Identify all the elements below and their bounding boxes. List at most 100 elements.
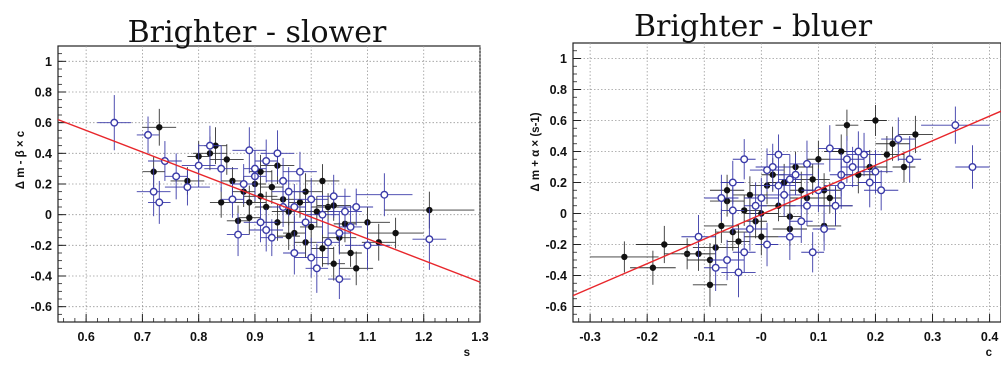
data-point-open — [785, 232, 794, 241]
data-point-open — [951, 121, 960, 130]
chart-brighter-slower: 0.6 0.7 0.8 0.9 1 1.1 1.2 1.3 -0.6 -0.4 -0.2 0 0.2 0.… — [15, 15, 489, 359]
data-point-open — [711, 263, 720, 272]
data-point-open — [871, 167, 880, 176]
data-point-open — [740, 248, 749, 257]
data-point-open — [774, 181, 783, 190]
data-point-open — [380, 190, 389, 199]
data-point-open — [802, 201, 811, 210]
data-point-open — [110, 118, 119, 127]
fit-line — [573, 110, 1001, 297]
data-point-open — [205, 141, 214, 150]
data-point-open — [717, 193, 726, 202]
y-tick-label: 1 — [560, 52, 567, 66]
x-tick-label: 0.1 — [810, 330, 827, 344]
y-tick-label: 0.2 — [550, 176, 567, 190]
x-tick-label: -0.1 — [693, 330, 715, 344]
data-point-open — [728, 206, 737, 215]
data-point-open — [144, 130, 153, 139]
data-point-filled — [319, 177, 326, 185]
x-tick-label: 0.4 — [981, 330, 998, 344]
x-tick-label: 1.3 — [471, 330, 488, 344]
x-tick-label: 0.6 — [77, 330, 94, 344]
data-point-open — [262, 225, 271, 234]
data-point-open — [352, 202, 361, 211]
y-tick-label: 0.2 — [35, 178, 52, 192]
data-point-open — [290, 248, 299, 257]
data-point-open — [256, 218, 265, 227]
chart-brighter-bluer: -0.3 -0.2 -0.1 -0 0.1 0.2 0.3 0.4 -0.6 -0.4 -0.2 0 0… — [530, 9, 1001, 359]
data-point-open — [194, 161, 203, 170]
data-point-open — [774, 150, 783, 159]
data-point-open — [751, 201, 760, 210]
data-point-open — [842, 155, 851, 164]
data-point-open — [723, 256, 732, 265]
data-point-open — [340, 207, 349, 216]
data-point-open — [797, 217, 806, 226]
data-point-open — [172, 172, 181, 181]
data-point-open — [284, 187, 293, 196]
data-point-open — [745, 224, 754, 233]
data-point-open — [307, 253, 316, 262]
data-point-filled — [347, 249, 354, 257]
data-point-open — [312, 264, 321, 273]
data-point-filled — [723, 187, 731, 194]
y-tick-label: 0 — [45, 208, 52, 222]
data-point-open — [837, 181, 846, 190]
data-point-filled — [353, 265, 360, 272]
x-tick-label: 1.2 — [415, 330, 432, 344]
x-tick-label: 0.9 — [246, 330, 263, 344]
data-point-filled — [809, 176, 816, 183]
data-point-filled — [392, 229, 399, 237]
data-point-open — [825, 144, 834, 153]
data-point-filled — [706, 281, 714, 288]
data-point-open — [346, 222, 355, 231]
x-tick-label: -0 — [756, 330, 767, 344]
y-tick-label: 0.4 — [550, 145, 567, 159]
y-tick-label: 0.6 — [35, 116, 52, 130]
data-point-open — [267, 233, 276, 242]
data-point-filled — [900, 163, 908, 171]
data-point-filled — [838, 148, 845, 155]
data-point-filled — [815, 156, 822, 163]
y-tick-label: 0.4 — [35, 147, 52, 161]
y-tick-label: 0 — [560, 207, 567, 221]
data-point-filled — [883, 151, 891, 158]
data-point-open — [262, 156, 271, 165]
chart-title: Brighter - bluer — [634, 9, 873, 44]
data-point-open — [149, 187, 158, 196]
x-tick-label: -0.2 — [636, 330, 658, 344]
data-point-open — [335, 229, 344, 238]
data-point-filled — [912, 131, 919, 138]
data-point-open — [155, 198, 164, 207]
data-point-open — [848, 162, 857, 171]
y-tick-label: -0.6 — [30, 300, 52, 314]
open-marker-series — [681, 106, 990, 298]
data-point-filled — [285, 232, 292, 240]
data-point-open — [279, 176, 288, 185]
data-point-open — [183, 183, 192, 192]
data-point-open — [295, 167, 304, 176]
data-point-open — [425, 235, 434, 244]
data-point-open — [363, 241, 372, 250]
data-point-open — [808, 248, 817, 257]
data-point-open — [324, 238, 333, 247]
x-axis-label: c — [986, 347, 993, 359]
x-tick-label: 1.1 — [359, 330, 376, 344]
y-axis-label: Δ m + α × (s-1) — [530, 112, 542, 191]
data-point-filled — [330, 260, 337, 267]
data-point-filled — [649, 264, 657, 271]
x-tick-label: 0.2 — [867, 330, 884, 344]
y-tick-label: 1 — [45, 55, 52, 69]
x-tick-label: 0.8 — [190, 330, 207, 344]
data-point-open — [728, 178, 737, 187]
x-axis-label: s — [464, 347, 470, 359]
data-point-open — [740, 155, 749, 164]
data-point-open — [763, 240, 772, 249]
plot-area — [58, 95, 480, 299]
data-point-open — [802, 159, 811, 168]
data-point-open — [854, 147, 863, 156]
data-point-open — [273, 149, 282, 158]
data-point-open — [217, 164, 226, 173]
data-point-open — [245, 146, 254, 155]
